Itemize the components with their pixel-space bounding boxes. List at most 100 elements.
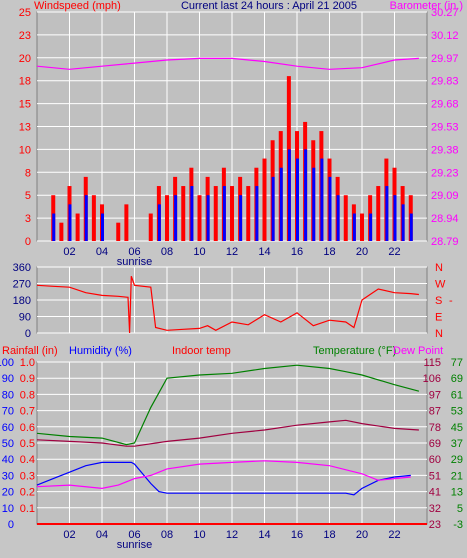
rain-y-tick: 0.3	[20, 470, 35, 482]
compass-tick: W	[435, 279, 446, 291]
temperature-line	[36, 364, 420, 446]
baro-y-tick: 29.09	[431, 190, 459, 202]
dew-y-tick: 21	[451, 470, 463, 482]
gust-bar	[336, 195, 340, 241]
humidity-y-tick: 70	[2, 406, 14, 418]
baro-y-tick: 29.53	[431, 122, 459, 134]
wind-x-tick: 16	[291, 246, 303, 258]
humidity-y-tick: 30	[2, 470, 14, 482]
rain-y-tick: 0.8	[20, 389, 35, 401]
temp-x-tick: 10	[193, 529, 205, 541]
temp-y-tick: 78	[429, 422, 441, 434]
humidity-y-tick: 80	[2, 389, 14, 401]
dir-y-tick: 360	[13, 262, 31, 274]
wind-y-tick: 10	[19, 144, 31, 156]
humidity-y-tick: 40	[2, 454, 14, 466]
temp-x-tick: 16	[291, 529, 303, 541]
compass-tick: E	[435, 312, 442, 324]
dew-y-tick: 29	[451, 454, 463, 466]
wind-y-tick: 25	[19, 7, 31, 19]
temp-y-tick: 69	[429, 438, 441, 450]
temp-x-tick: 06	[128, 529, 140, 541]
temp-x-tick: 04	[96, 529, 108, 541]
baro-y-tick: 29.97	[431, 53, 459, 65]
gust-bar	[320, 158, 324, 241]
temp-x-tick: 02	[63, 529, 75, 541]
temp-y-tick: 23	[429, 519, 441, 531]
temperature-label: Temperature (°F)	[313, 345, 396, 357]
baro-y-tick: 28.94	[431, 213, 459, 225]
humidity-y-tick: 60	[2, 422, 14, 434]
gust-bar	[385, 186, 389, 241]
gust-bar	[101, 213, 104, 241]
rain-y-tick: 0.9	[20, 373, 35, 385]
temp-x-tick: 14	[258, 529, 270, 541]
wind-y-tick: 13	[19, 122, 31, 134]
wind-y-tick: 3	[25, 213, 31, 225]
wind-bar	[360, 213, 364, 241]
temp-y-tick: 106	[423, 373, 441, 385]
wind-bar	[197, 195, 202, 241]
gust-bar	[304, 149, 308, 241]
dew-y-tick: 13	[451, 487, 463, 499]
gust-bar	[369, 213, 373, 241]
wind-y-tick: 5	[25, 190, 31, 202]
gust-bar	[393, 195, 397, 241]
dew-y-tick: 5	[457, 503, 463, 515]
wind-bar	[75, 213, 80, 241]
gust-bar	[401, 204, 405, 241]
humidity-line	[36, 461, 411, 496]
humidity-y-tick: 0	[8, 519, 14, 531]
wind-bar	[343, 195, 348, 241]
compass-tick: N	[435, 328, 443, 340]
wind-y-tick: 18	[19, 76, 31, 88]
baro-y-tick: 29.83	[431, 76, 459, 88]
wind-x-tick: 18	[323, 246, 335, 258]
wind-x-tick: 04	[96, 246, 108, 258]
wind-bar	[262, 158, 267, 241]
gust-bar	[239, 195, 243, 241]
wind-x-tick: 14	[258, 246, 270, 258]
gust-bar	[157, 204, 161, 241]
humidity-label: Humidity (%)	[69, 345, 132, 357]
gust-bar	[255, 186, 259, 241]
humidity-y-tick: 90	[2, 373, 14, 385]
rain-y-tick: 0.7	[20, 406, 35, 418]
rain-y-tick: 0.2	[20, 487, 35, 499]
dew-y-tick: 53	[451, 406, 463, 418]
dir-y-tick: 180	[13, 295, 31, 307]
indoor-temp-label: Indoor temp	[172, 345, 231, 357]
wind-y-tick: 0	[25, 236, 31, 248]
wind-bar	[246, 186, 251, 241]
chart-title: Current last 24 hours : April 21 2005	[181, 0, 357, 12]
wind-bar	[148, 213, 153, 241]
temp-y-tick: 115	[423, 357, 441, 369]
temp-y-tick: 87	[429, 406, 441, 418]
dew-y-tick: 37	[451, 438, 463, 450]
wind-y-tick: 20	[19, 53, 31, 65]
wind-bar	[91, 195, 96, 241]
wind-x-tick: 22	[388, 246, 400, 258]
temp-x-tick: 18	[323, 529, 335, 541]
dew-y-tick: 61	[451, 389, 463, 401]
wind-x-tick: 10	[193, 246, 205, 258]
wind-bar	[181, 186, 186, 241]
baro-y-tick: 30.12	[431, 30, 459, 42]
wind-y-tick: 23	[19, 30, 31, 42]
gust-bar	[328, 176, 332, 241]
baro-y-tick: 29.38	[431, 144, 459, 156]
dew-y-tick: 45	[451, 422, 463, 434]
wind-label: Windspeed (mph)	[34, 0, 121, 12]
direction-line	[36, 276, 419, 334]
wind-y-tick: 15	[19, 99, 31, 111]
wind-bar	[116, 222, 121, 241]
baro-label: Barometer (in.)	[390, 0, 463, 12]
wind-bar	[213, 186, 218, 241]
dew-y-tick: 77	[451, 357, 463, 369]
rain-y-tick: 0.6	[20, 422, 35, 434]
rain-y-tick: 0.5	[20, 438, 35, 450]
compass-tick: N	[435, 262, 443, 274]
rain-y-tick: 0.4	[20, 454, 35, 466]
baro-y-tick: 29.23	[431, 167, 459, 179]
gust-bar	[190, 186, 194, 241]
